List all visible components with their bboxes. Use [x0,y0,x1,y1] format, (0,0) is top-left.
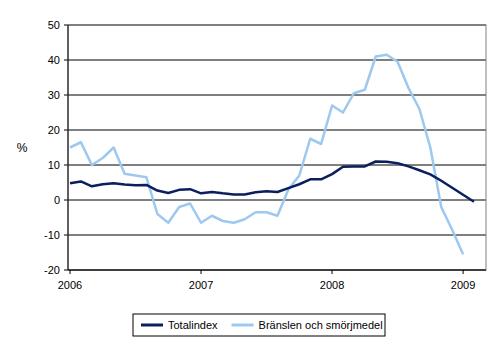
x-tick-label: 2007 [189,279,213,291]
legend-swatch [232,324,254,327]
tick [64,60,68,61]
y-tick-label: -20 [44,264,60,276]
x-tick-label: 2008 [320,279,344,291]
series-line [70,162,474,202]
y-tick-label: 50 [48,19,60,31]
grid-line [68,130,486,131]
plot-frame [68,25,486,270]
tick [463,270,464,274]
grid-line [68,270,486,271]
grid-line [68,60,486,61]
chart: -20 -10 0 10 20 30 40 50% 2006 2007 2008 2009 Totali… [0,0,497,344]
tick [64,270,68,271]
y-axis-label: % [17,141,28,155]
tick [70,270,71,274]
x-tick-label: 2009 [451,279,475,291]
tick [64,25,68,26]
y-axis [68,25,69,270]
y-tick-label: 40 [48,54,60,66]
y-tick-label: 20 [48,124,60,136]
series-line [70,55,463,255]
x-tick-label: 2006 [58,279,82,291]
tick [64,235,68,236]
legend-swatch [141,324,163,327]
grid-line [68,95,486,96]
legend-label: Bränslen och smörjmedel [259,319,383,331]
tick [64,165,68,166]
grid-line [68,165,486,166]
legend-box [133,314,385,336]
tick [332,270,333,274]
y-tick-label: -10 [44,229,60,241]
x-axis [68,270,486,271]
grid-line [68,200,486,201]
y-tick-label: 30 [48,89,60,101]
tick [201,270,202,274]
legend: Totalindex Bränslen och smörjmedel [133,314,385,336]
tick [64,130,68,131]
legend-label: Totalindex [168,319,218,331]
tick [64,95,68,96]
grid-line [68,235,486,236]
series-group [70,55,474,255]
y-tick-label: 0 [54,194,60,206]
plot-area [68,25,486,270]
y-tick-label: 10 [48,159,60,171]
tick [64,200,68,201]
